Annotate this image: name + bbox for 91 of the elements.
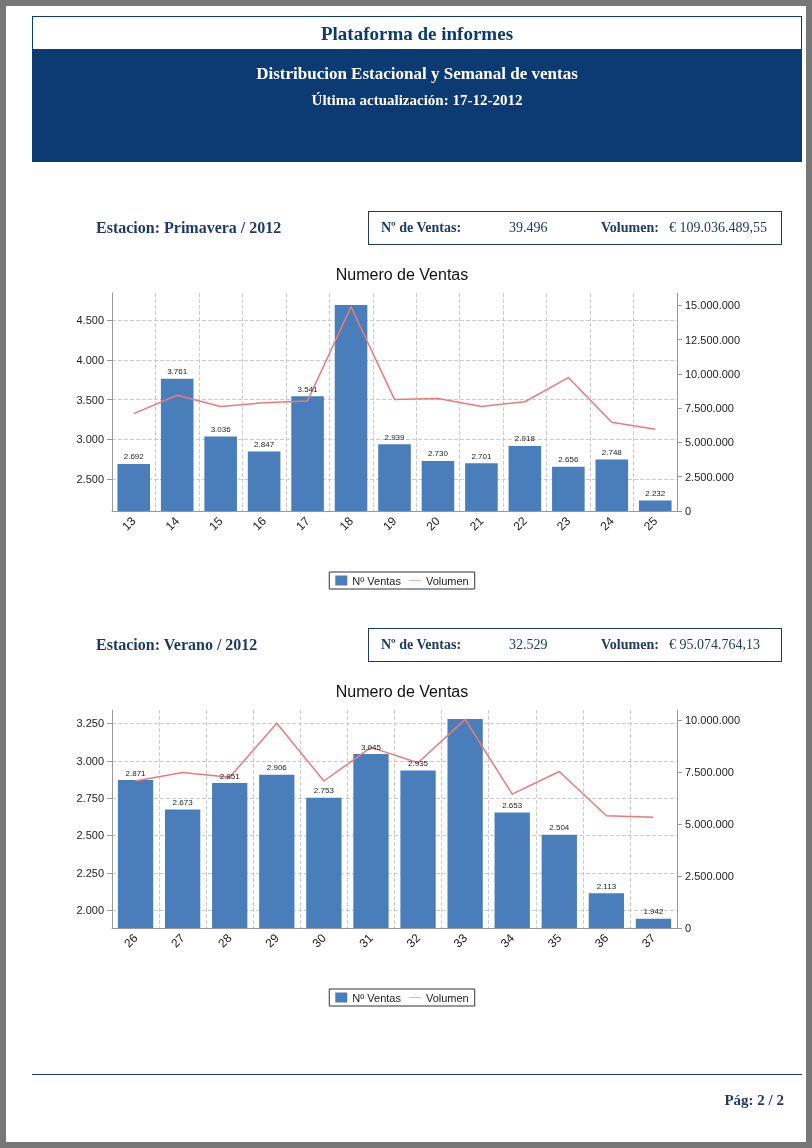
y2-tick-label: 5.000.000: [685, 436, 734, 449]
chart-title: Numero de Ventas: [335, 265, 469, 283]
y-tick-label: 2.500: [76, 473, 104, 486]
y-tick-label: 2.750: [76, 792, 104, 805]
text: Pág: 2 / 2: [724, 1092, 784, 1109]
y-tick-label: 2.500: [76, 829, 104, 842]
chart-subtitle: Estacion: Verano / 2012: [96, 636, 258, 654]
x-tick-label: 36: [591, 930, 612, 951]
y2-tick-label: 0: [685, 922, 692, 934]
y-tick-label: 4.000: [76, 353, 104, 366]
chart-title: Numero de Ventas: [335, 682, 469, 700]
text: Plataforma de informes: [32, 16, 802, 50]
text: Volumen:: [601, 637, 659, 653]
x-tick-label: 25: [640, 513, 661, 534]
x-tick-label: 19: [380, 513, 400, 534]
data-label: 3.761: [167, 367, 188, 377]
x-tick-label: 14: [162, 513, 183, 534]
data-label: 2.753: [313, 786, 335, 796]
data-label: 2.656: [558, 455, 579, 465]
text: € 109.036.489,55: [669, 220, 767, 236]
text: Última actualización: 17-12-2012: [310, 92, 524, 109]
data-label: 2.871: [125, 768, 147, 778]
x-tick-label: 24: [597, 513, 617, 534]
data-label: 2.730: [427, 449, 449, 459]
y-tick-label: 4.500: [76, 314, 104, 327]
legend-label: Nº Ventas: [352, 991, 402, 1004]
y-tick-label: 3.000: [76, 433, 104, 446]
x-tick-label: 29: [262, 930, 282, 951]
text: 32.529: [509, 637, 548, 653]
x-tick-label: 27: [168, 930, 188, 951]
legend-label: Volumen: [425, 991, 469, 1004]
y2-tick-label: 10.000.000: [685, 367, 741, 380]
x-tick-label: 23: [553, 513, 574, 534]
y-tick-label: 3.000: [76, 754, 104, 767]
y2-tick-label: 7.500.000: [685, 766, 734, 779]
y-tick-label: 2.000: [76, 904, 104, 917]
data-label: 2.504: [549, 823, 570, 833]
line-series: [132, 305, 657, 431]
x-tick-label: 16: [249, 513, 270, 534]
x-tick-label: 22: [510, 513, 531, 534]
x-tick-label: 17: [293, 513, 313, 534]
legend-label: Nº Ventas: [352, 574, 402, 587]
x-tick-label: 21: [467, 513, 487, 534]
chart-subtitle: Estacion: Primavera / 2012: [96, 219, 282, 237]
x-tick-label: 18: [336, 513, 357, 534]
data-label: 2.851: [219, 771, 241, 781]
y2-tick-label: 10.000.000: [685, 714, 741, 727]
text: 39.496: [509, 220, 548, 236]
y2-tick-label: 0: [685, 505, 692, 517]
x-tick-label: 34: [497, 930, 518, 951]
data-label: 3.036: [210, 425, 232, 435]
data-label: 2.748: [601, 447, 623, 457]
data-label: 2.918: [514, 434, 536, 444]
y-tick-label: 3.500: [76, 393, 104, 406]
y-tick-label: 2.250: [76, 866, 104, 879]
y2-tick-label: 2.500.000: [685, 470, 734, 483]
text: Nº de Ventas:: [381, 637, 462, 653]
y2-tick-label: 12.500.000: [685, 333, 741, 346]
x-tick-label: 32: [403, 930, 424, 951]
data-label: 2.673: [172, 798, 194, 808]
y2-tick-label: 2.500.000: [685, 870, 734, 883]
data-label: 2.701: [471, 451, 492, 461]
data-label: 3.045: [360, 742, 382, 752]
x-tick-label: 26: [121, 930, 141, 951]
y2-tick-label: 7.500.000: [685, 402, 734, 415]
data-label: 2.906: [266, 763, 288, 773]
y-tick-label: 3.250: [76, 717, 104, 730]
data-label: 2.232: [645, 489, 666, 498]
x-tick-label: 15: [206, 513, 226, 534]
text: Volumen:: [601, 220, 659, 236]
data-label: 2.692: [123, 452, 145, 462]
data-label: 1.942: [643, 907, 665, 917]
x-tick-label: 33: [450, 930, 471, 951]
text: Distribucion Estacional y Semanal de ventas: [255, 64, 579, 84]
text: Nº de Ventas:: [381, 220, 462, 236]
data-label: 2.653: [502, 801, 523, 811]
data-label: 2.113: [596, 881, 617, 891]
x-tick-label: 35: [544, 930, 565, 951]
x-tick-label: 13: [119, 513, 139, 534]
data-label: 2.939: [384, 432, 406, 442]
data-label: 2.935: [408, 758, 429, 768]
data-label: 2.847: [254, 440, 275, 450]
x-tick-label: 30: [309, 930, 330, 951]
text: € 95.074.764,13: [669, 637, 760, 653]
x-tick-label: 28: [215, 930, 235, 951]
x-tick-label: 37: [639, 930, 659, 951]
x-tick-label: 20: [423, 513, 444, 534]
y2-tick-label: 15.000.000: [685, 299, 741, 312]
legend-label: Volumen: [425, 574, 469, 587]
y2-tick-label: 5.000.000: [685, 818, 734, 831]
x-tick-label: 31: [356, 930, 377, 951]
